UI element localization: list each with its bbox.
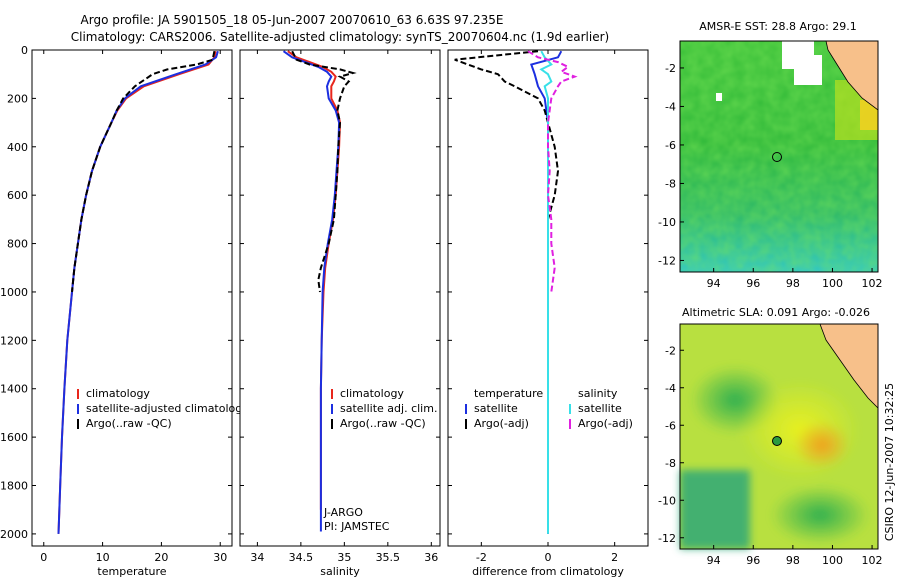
salinity-panel: 34 34.5 35 35.5 36 salinity climatology satelli… xyxy=(239,49,441,578)
map-y-tick-label: -6 xyxy=(665,419,676,432)
map-y-tick-label: -8 xyxy=(665,457,676,470)
legend-entry: Argo(..raw -QC) xyxy=(340,417,426,430)
x-tick-label: 35 xyxy=(337,551,351,564)
sla-warm-region xyxy=(794,421,850,469)
map-y-tick-label: -10 xyxy=(658,216,676,229)
sla-green-south xyxy=(770,485,870,545)
map-x-tick-label: 96 xyxy=(746,554,760,567)
sla-argo-marker xyxy=(772,436,782,446)
y-tick-label: 800 xyxy=(7,238,28,251)
sst-map-frame xyxy=(679,40,879,273)
y-tick-label: 600 xyxy=(7,189,28,202)
y-tick-label: 2000 xyxy=(0,528,28,541)
x-tick-label: 10 xyxy=(96,551,110,564)
temperature-panel: 0 10 20 30 0 200 400 600 800 1000 1200 1400 1600 1800… xyxy=(0,44,249,578)
x-tick-label: 2 xyxy=(611,551,618,564)
x-tick-label: 0 xyxy=(40,551,47,564)
legend-entry: climatology xyxy=(340,387,404,400)
map-x-tick-label: 96 xyxy=(746,277,760,290)
sst-missing-2 xyxy=(794,55,822,85)
map-y-tick-label: -4 xyxy=(665,382,676,395)
sst-texture xyxy=(680,41,878,272)
sla-map-frame xyxy=(679,323,879,550)
map-y-tick-label: -12 xyxy=(658,532,676,545)
map-y-tick-label: -6 xyxy=(665,139,676,152)
sst-map-title: AMSR-E SST: 28.8 Argo: 29.1 xyxy=(699,20,857,33)
series-line xyxy=(527,50,578,293)
sla-map: Altimetric SLA: 0.091 Argo: -0.026 94 96 9… xyxy=(658,306,883,567)
legend-entry: climatology xyxy=(86,387,150,400)
y-tick-label: 1000 xyxy=(0,286,28,299)
x-tick-label: -2 xyxy=(476,551,487,564)
y-tick-label: 1800 xyxy=(0,480,28,493)
y-tick-label: 1400 xyxy=(0,383,28,396)
x-tick-label: 30 xyxy=(213,551,227,564)
sst-argo-marker xyxy=(772,152,782,162)
map-y-tick-label: -2 xyxy=(665,62,676,75)
sla-blue-corner xyxy=(680,470,750,549)
sst-warm-core xyxy=(860,100,878,130)
map-y-tick-label: -8 xyxy=(665,177,676,190)
x-axis-label: temperature xyxy=(97,565,166,578)
legend-entry: salinity xyxy=(578,387,618,400)
legend-entry: satellite xyxy=(578,402,622,415)
panel-note: PI: JAMSTEC xyxy=(324,520,390,533)
x-tick-label: 35.5 xyxy=(376,551,401,564)
y-tick-label: 0 xyxy=(21,44,28,57)
x-tick-label: 34.5 xyxy=(289,551,314,564)
sst-missing-3 xyxy=(716,93,722,101)
y-tick-label: 1600 xyxy=(0,431,28,444)
legend-entry: temperature xyxy=(474,387,543,400)
legend-entry: Argo(..raw -QC) xyxy=(86,417,172,430)
legend-entry: Argo(-adj) xyxy=(474,417,529,430)
map-x-tick-label: 100 xyxy=(822,277,843,290)
map-x-tick-label: 94 xyxy=(707,277,721,290)
map-y-tick-label: -4 xyxy=(665,100,676,113)
x-tick-label: 20 xyxy=(154,551,168,564)
map-x-tick-label: 94 xyxy=(707,554,721,567)
legend-entry: satellite-adjusted climatology xyxy=(86,402,249,415)
x-axis-label: difference from climatology xyxy=(472,565,624,578)
map-x-tick-label: 100 xyxy=(822,554,843,567)
panel-note: J-ARGO xyxy=(323,506,363,519)
map-x-tick-label: 98 xyxy=(786,277,800,290)
title-line-1: Argo profile: JA 5901505_18 05-Jun-2007 … xyxy=(81,13,504,27)
map-x-tick-label: 102 xyxy=(862,554,883,567)
y-tick-label: 200 xyxy=(7,92,28,105)
map-y-tick-label: -12 xyxy=(658,254,676,267)
legend-entry: satellite adj. clim. xyxy=(340,402,437,415)
series-line xyxy=(282,50,341,532)
x-axis-label: salinity xyxy=(320,565,360,578)
sst-map: AMSR-E SST: 28.8 Argo: 29.1 94 96 98 100 102… xyxy=(658,20,883,290)
temperature-panel-frame xyxy=(31,49,233,547)
sla-map-title: Altimetric SLA: 0.091 Argo: -0.026 xyxy=(682,306,870,319)
series-line xyxy=(71,50,216,293)
x-tick-label: 34 xyxy=(250,551,264,564)
y-tick-label: 400 xyxy=(7,141,28,154)
title-line-2: Climatology: CARS2006. Satellite-adjuste… xyxy=(71,30,609,44)
map-x-tick-label: 102 xyxy=(862,277,883,290)
map-y-tick-label: -2 xyxy=(665,344,676,357)
legend-entry: Argo(-adj) xyxy=(578,417,633,430)
x-tick-label: 0 xyxy=(545,551,552,564)
y-tick-label: 1200 xyxy=(0,334,28,347)
series-line xyxy=(539,50,553,534)
x-tick-label: 36 xyxy=(424,551,438,564)
map-y-tick-label: -10 xyxy=(658,494,676,507)
side-stamp: CSIRO 12-Jun-2007 10:32:25 xyxy=(883,383,896,541)
map-x-tick-label: 98 xyxy=(786,554,800,567)
series-line xyxy=(291,50,357,293)
legend-entry: satellite xyxy=(474,402,518,415)
